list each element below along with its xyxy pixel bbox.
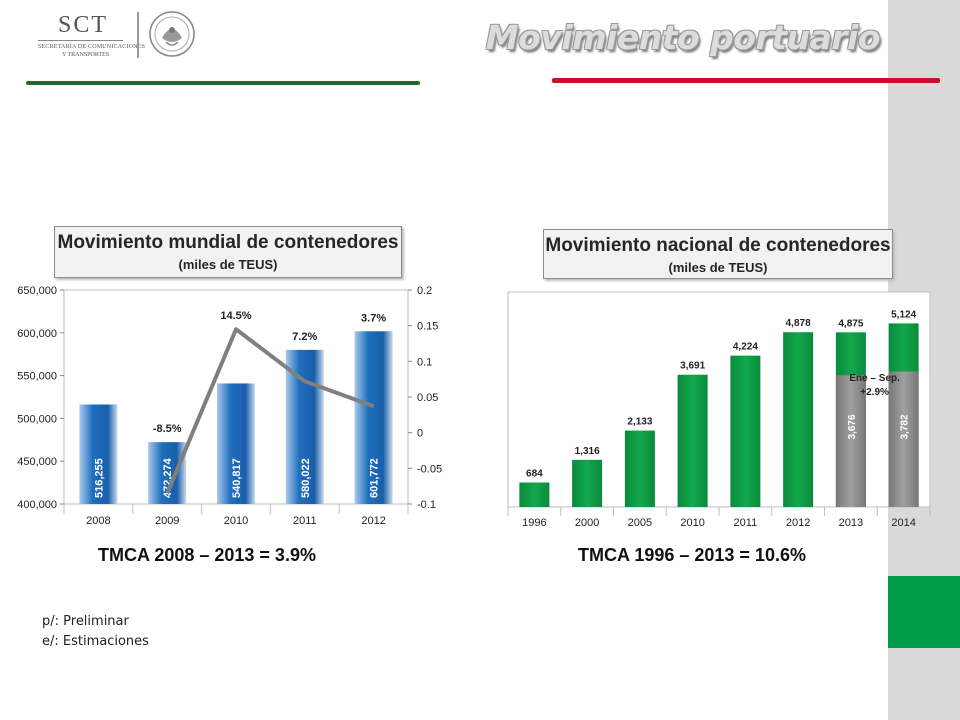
world-growth-line	[165, 327, 375, 495]
national-chart-title: Movimiento nacional de contenedores	[545, 235, 891, 256]
national-bar-label-2000: 1,316	[575, 446, 600, 457]
world-containers-chart: 400,000 450,000 500,000 550,000 600,000 650,0…	[17, 285, 442, 527]
national-stack-label-2014: 3,782	[900, 414, 911, 439]
national-chart-subtitle: (miles de TEUS)	[668, 260, 768, 275]
national-annotation-growth: +2.9%	[860, 387, 889, 398]
national-stack-label-2013: 3,676	[847, 414, 858, 439]
logo-text: SCT	[58, 12, 109, 38]
world-chart-subtitle: (miles de TEUS)	[178, 257, 278, 272]
national-bar-label-2005: 2,133	[627, 417, 652, 428]
world-x-tick-label-2012: 2012	[361, 515, 385, 527]
world-chart-title-box: Movimiento mundial de contenedores (mile…	[54, 226, 402, 278]
page-title: Movimiento portuario	[485, 18, 881, 57]
national-containers-chart: 684 1996 1,316 2000 2,133 2005 3,691 2010 4,224 2…	[507, 291, 931, 529]
world-bar-2008	[79, 404, 118, 504]
world-y2-tick-label: -0.05	[417, 463, 442, 475]
world-bar-label-2011: 580,022	[300, 458, 312, 498]
national-bar-label-2013: 4,875	[838, 318, 863, 329]
world-y-tick-label: 650,000	[17, 285, 57, 297]
national-annotation-period: Ene – Sep.	[849, 373, 900, 384]
national-x-tick-label-2012: 2012	[786, 517, 810, 529]
national-x-tick-label-2005: 2005	[628, 517, 652, 529]
world-bar-2009	[148, 442, 187, 504]
national-bar-2000	[572, 459, 603, 507]
national-bar-2012	[783, 332, 814, 507]
national-chart-title-box: Movimiento nacional de contenedores (mil…	[543, 229, 893, 279]
world-y2-tick-label: 0.05	[417, 392, 438, 404]
note-preliminar: p/: Preliminar	[42, 614, 129, 629]
national-bar-1996	[519, 482, 550, 507]
national-bar-2011	[730, 355, 761, 507]
logo-subtitle-1: SECRETARÍA DE COMUNICACIONES	[38, 44, 146, 50]
world-tmca: TMCA 2008 – 2013 = 3.9%	[98, 545, 316, 565]
national-x-tick-label-1996: 1996	[522, 517, 546, 529]
world-y2-tick-label: 0.2	[417, 285, 432, 297]
world-y2-tick-label: -0.1	[417, 499, 436, 511]
world-y2-tick-label: 0.15	[417, 321, 438, 333]
logo-rule	[38, 40, 123, 41]
world-y2-tick-label: 0	[417, 428, 423, 440]
national-x-tick-label-2000: 2000	[575, 517, 599, 529]
national-x-tick-label-2010: 2010	[680, 517, 704, 529]
world-bar-2010	[217, 383, 255, 504]
world-y2-tick-label: 0.1	[417, 356, 432, 368]
national-bar-label-1996: 684	[526, 468, 543, 479]
national-plot-area	[507, 291, 931, 508]
world-x-tick-label-2010: 2010	[224, 515, 248, 527]
world-growth-label-2012: 3.7%	[361, 312, 386, 324]
world-y-tick-label: 400,000	[17, 499, 57, 511]
world-x-tick-label-2009: 2009	[155, 515, 179, 527]
world-bar-label-2008: 516,255	[93, 458, 105, 498]
world-x-tick-label-2008: 2008	[86, 515, 110, 527]
national-bar-label-2010: 3,691	[680, 361, 705, 372]
world-y-tick-label: 550,000	[17, 371, 57, 383]
national-stack-2014	[888, 371, 919, 507]
header-rule-green	[26, 81, 420, 85]
national-seal-icon	[149, 11, 195, 57]
national-tmca: TMCA 1996 – 2013 = 10.6%	[578, 545, 806, 565]
world-bar-label-2012: 601,772	[369, 458, 381, 498]
logo-subtitle-2: Y TRANSPORTES	[62, 52, 110, 58]
header-rule-red	[552, 78, 940, 83]
world-bar-2011	[285, 349, 324, 504]
national-bar-label-2011: 4,224	[733, 342, 758, 353]
world-chart-title: Movimiento mundial de contenedores	[57, 232, 399, 253]
world-y-tick-label: 450,000	[17, 456, 57, 468]
world-growth-label-2011: 7.2%	[292, 331, 317, 343]
world-growth-label-2010: 14.5%	[220, 310, 251, 322]
sct-logo: SCT SECRETARÍA DE COMUNICACIONES Y TRANS…	[30, 10, 205, 62]
note-estimaciones: e/: Estimaciones	[42, 634, 149, 649]
national-stack-2013	[835, 375, 866, 507]
logo-divider	[137, 12, 139, 58]
world-y-tick-label: 600,000	[17, 328, 57, 340]
world-x-tick-label-2011: 2011	[293, 515, 317, 527]
national-bar-label-2012: 4,878	[786, 318, 811, 329]
world-growth-label-2009: -8.5%	[153, 423, 182, 435]
national-bar-2005	[624, 430, 655, 507]
world-y-tick-label: 500,000	[17, 413, 57, 425]
world-bar-label-2010: 540,817	[231, 458, 243, 498]
national-x-tick-label-2011: 2011	[734, 517, 758, 529]
national-x-tick-label-2014: 2014	[891, 517, 915, 529]
world-bar-2012	[354, 331, 393, 504]
national-bar-2010	[677, 374, 708, 507]
national-x-tick-label-2013: 2013	[839, 517, 863, 529]
sidebar-accent-block	[888, 576, 960, 648]
national-bar-label-2014: 5,124	[891, 309, 916, 320]
